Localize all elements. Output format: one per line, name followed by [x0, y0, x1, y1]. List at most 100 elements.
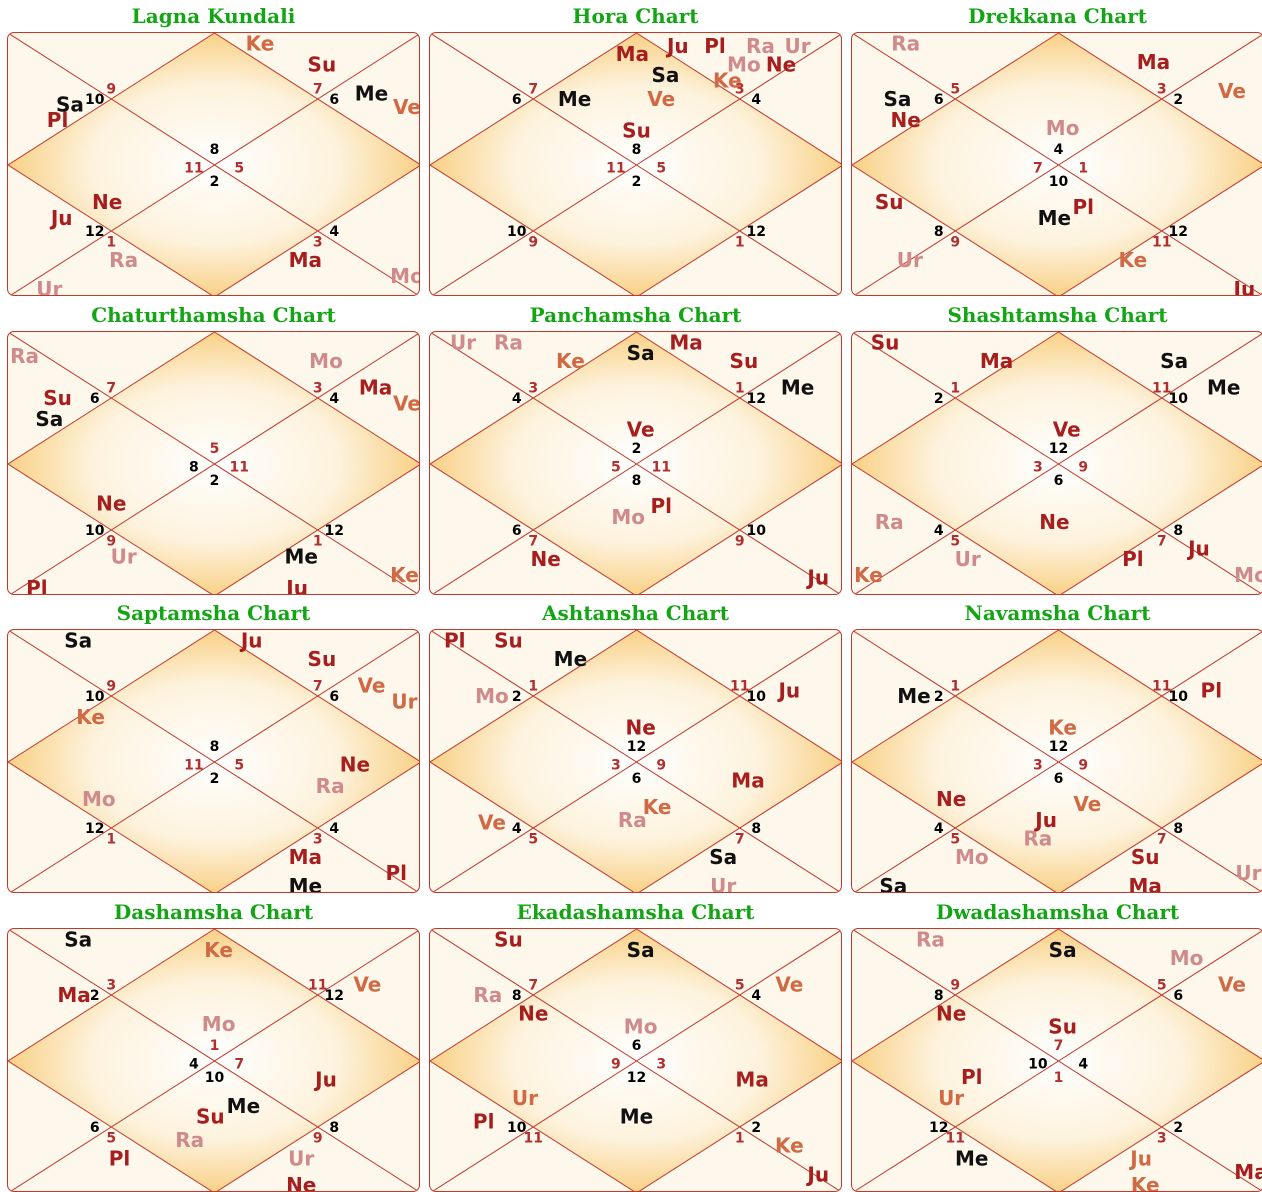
planet-label: Ke — [854, 563, 883, 587]
diagonal-line — [10, 929, 419, 1191]
house-number: 8 — [1173, 523, 1183, 539]
planet-label: Ve — [647, 87, 675, 111]
planet-label: Su — [1048, 1015, 1077, 1039]
house-number: 8 — [329, 1120, 339, 1136]
planet-label: Ju — [284, 576, 308, 595]
chart-title: Shashtamsha Chart — [947, 303, 1168, 327]
house-number: 1 — [735, 380, 745, 396]
planet-label: Ne — [286, 1173, 316, 1192]
planet-label: Pl — [1122, 547, 1144, 571]
house-number: 11 — [308, 977, 327, 993]
planet-label: Ve — [1073, 792, 1101, 816]
planet-label: Su — [494, 929, 523, 952]
house-number: 10 — [85, 523, 105, 539]
planet-label: Ke — [713, 69, 742, 93]
planet-label: Ra — [316, 774, 345, 798]
planet-label: Ma — [669, 332, 702, 355]
house-number: 10 — [747, 523, 767, 539]
house-number: 11 — [606, 161, 625, 177]
planet-label: Mo — [202, 1012, 236, 1036]
chart-title: Hora Chart — [572, 4, 699, 28]
house-number: 6 — [632, 771, 642, 787]
house-number: 5 — [528, 832, 538, 848]
planet-label: Ke — [1118, 248, 1147, 272]
house-number: 9 — [528, 235, 538, 251]
planet-label: Ve — [353, 972, 381, 996]
planet-label: Ne — [625, 716, 655, 740]
house-number: 3 — [611, 758, 621, 774]
planet-label: Me — [558, 87, 591, 111]
house-number: 9 — [1078, 758, 1088, 774]
planet-label: Me — [620, 1104, 653, 1128]
house-number: 2 — [934, 689, 944, 705]
planet-label: Ra — [109, 248, 138, 272]
planet-label: Ur — [288, 1147, 314, 1171]
house-number: 5 — [950, 81, 960, 97]
planet-label: Ne — [891, 108, 921, 132]
house-number: 3 — [313, 380, 323, 396]
planet-label: Su — [622, 119, 651, 143]
planet-label: Ju — [805, 566, 829, 590]
house-number: 9 — [950, 235, 960, 251]
house-number: 6 — [512, 523, 522, 539]
planet-label: Ur — [710, 874, 736, 893]
house-number: 5 — [1157, 977, 1167, 993]
house-number: 9 — [950, 977, 960, 993]
planet-label: Ju — [313, 1067, 337, 1091]
planet-label: Ke — [1048, 716, 1077, 740]
house-number: 4 — [751, 988, 761, 1004]
house-number: 6 — [90, 1120, 100, 1136]
planet-label: Ne — [92, 190, 122, 214]
chart-title: Ekadashamsha Chart — [516, 900, 755, 924]
planet-label: Ur — [391, 689, 417, 713]
house-number: 5 — [950, 832, 960, 848]
planet-label: Ne — [340, 753, 370, 777]
house-number: 1 — [528, 678, 538, 694]
house-number: 4 — [512, 821, 522, 837]
house-number: 8 — [1173, 821, 1183, 837]
planet-label: Ra — [891, 33, 920, 56]
planet-label: Pl — [385, 861, 407, 885]
house-number: 8 — [751, 821, 761, 837]
planet-label: Ma — [735, 1067, 768, 1091]
planet-label: Ke — [390, 563, 419, 587]
house-number: 5 — [106, 1131, 116, 1147]
planet-label: Ve — [1218, 972, 1246, 996]
house-number: 11 — [652, 460, 671, 476]
planet-label: Ne — [936, 787, 966, 811]
planet-label: Ra — [10, 344, 39, 368]
planet-label: Ju — [1186, 536, 1210, 560]
house-number: 2 — [210, 771, 220, 787]
house-number: 8 — [512, 988, 522, 1004]
house-number: 4 — [1054, 142, 1064, 158]
planet-label: Ne — [766, 53, 796, 77]
kundali-diagram: 8 11 25 67 43 109 121 Ma Ju Pl Ra Ur Mo Ne Sa Ke Ve Me Su — [430, 33, 841, 295]
planet-label: Mo — [1170, 946, 1204, 970]
planet-label: Ke — [246, 33, 275, 56]
planet-label: Su — [494, 630, 523, 653]
diagonal-line — [432, 929, 841, 1191]
planet-label: Ur — [450, 332, 476, 355]
house-number: 8 — [632, 142, 642, 158]
planet-label: Mo — [475, 684, 509, 708]
house-number: 6 — [934, 92, 944, 108]
house-number: 11 — [230, 460, 249, 476]
planet-label: Ra — [916, 929, 945, 952]
planet-label: Ur — [785, 34, 811, 58]
chart-title: Saptamsha Chart — [116, 601, 311, 625]
planet-label: Ve — [478, 811, 506, 835]
house-number: 1 — [210, 1038, 220, 1054]
house-number: 4 — [329, 391, 339, 407]
planet-label: Ne — [96, 492, 126, 516]
chart-box: 12 3 6 9 2 1 10 11 4 5 8 7 Me Pl Ke Ne Ju Ve Ra Mo Su Ma Sa Ur — [851, 629, 1262, 893]
house-number: 6 — [1054, 473, 1064, 489]
planet-label: Ur — [111, 544, 137, 568]
